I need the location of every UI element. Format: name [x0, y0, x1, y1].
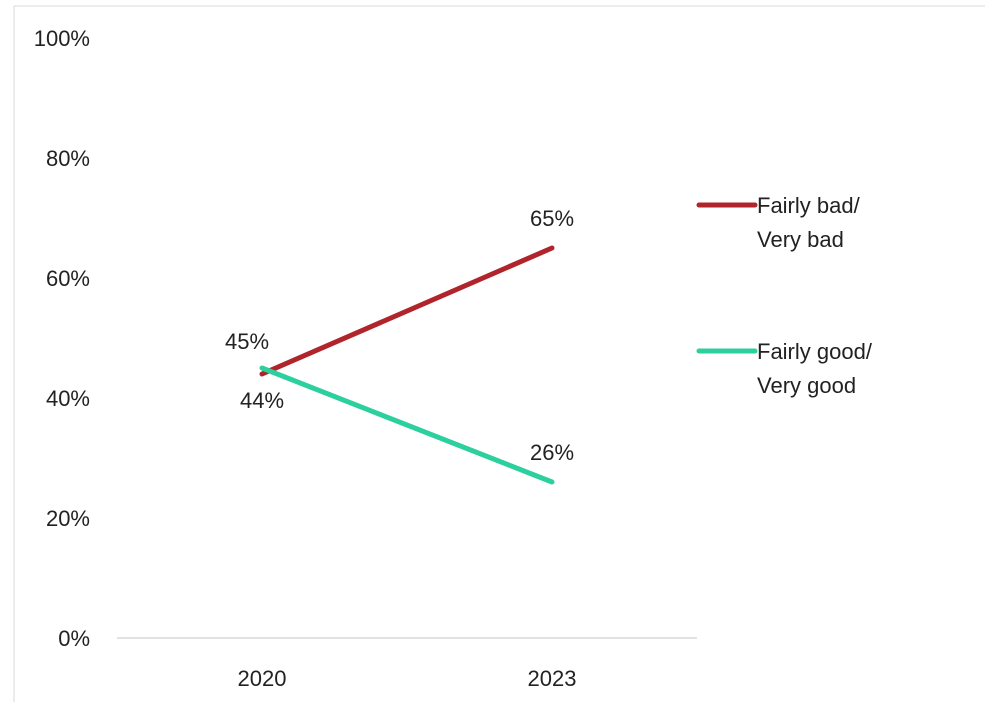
y-tick-label-0: 0% [58, 626, 90, 651]
y-tick-label-20: 20% [46, 506, 90, 531]
y-tick-label-60: 60% [46, 266, 90, 291]
legend-label-s0-line1: Very bad [757, 227, 844, 252]
x-tick-label-2020: 2020 [238, 666, 287, 691]
legend-label-s1-line0: Fairly good/ [757, 339, 873, 364]
x-tick-label-2023: 2023 [528, 666, 577, 691]
data-label-s0-2023: 65% [530, 206, 574, 231]
y-tick-label-40: 40% [46, 386, 90, 411]
legend-label-s0-line0: Fairly bad/ [757, 193, 861, 218]
series-line-0 [259, 245, 555, 377]
legend-label-s1-line1: Very good [757, 373, 856, 398]
data-label-s1-2023: 26% [530, 440, 574, 465]
data-label-s0-2020: 44% [240, 388, 284, 413]
y-tick-label-100: 100% [34, 26, 90, 51]
series-line-1 [259, 365, 555, 485]
data-label-s1-2020: 45% [225, 329, 269, 354]
y-tick-label-80: 80% [46, 146, 90, 171]
